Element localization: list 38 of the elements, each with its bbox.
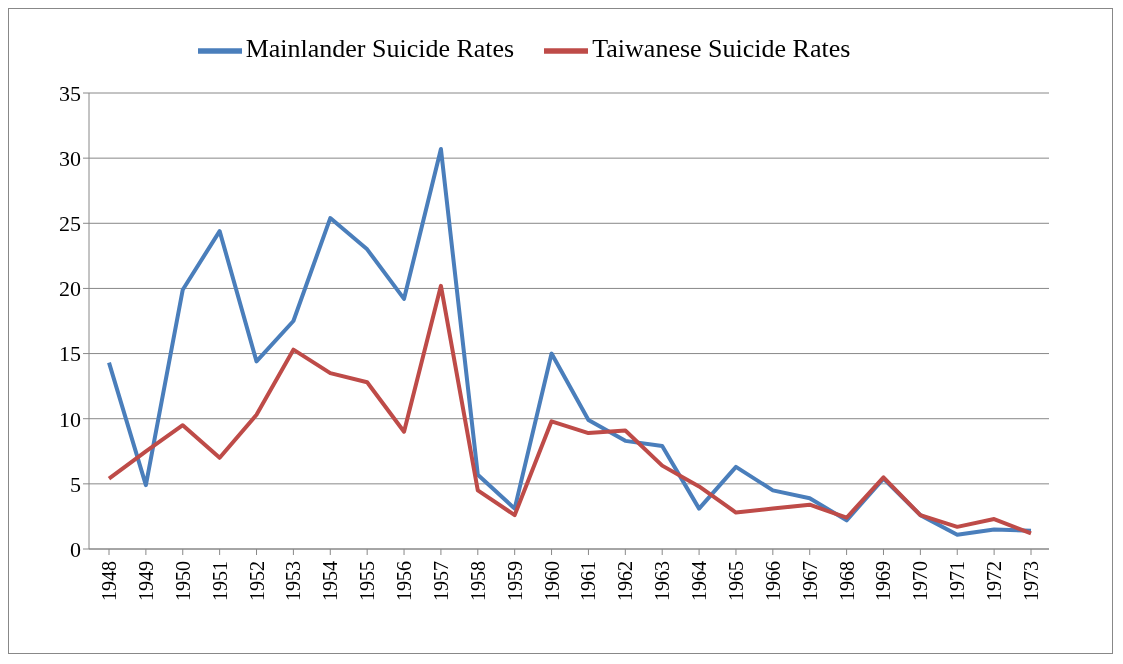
x-tick-label: 1954 <box>319 561 342 601</box>
x-tick-label: 1948 <box>98 561 120 601</box>
x-tick-label: 1968 <box>835 561 858 601</box>
legend-label: Mainlander Suicide Rates <box>245 33 515 63</box>
x-tick-label: 1970 <box>909 561 932 601</box>
x-tick-label: 1973 <box>1020 561 1042 601</box>
x-tick-label: 1960 <box>540 561 563 601</box>
y-tick-label: 25 <box>59 211 81 237</box>
x-tick-label: 1964 <box>688 561 711 601</box>
y-tick-label: 10 <box>59 406 81 432</box>
x-tick-label: 1962 <box>614 561 637 601</box>
y-tick-label: 15 <box>59 341 81 367</box>
x-tick-label: 1966 <box>761 561 784 601</box>
y-tick-label: 35 <box>59 80 81 106</box>
x-tick-label: 1957 <box>429 561 452 601</box>
x-tick-label: 1969 <box>872 561 895 601</box>
y-tick-label: 20 <box>59 276 81 302</box>
x-tick-label: 1952 <box>245 561 268 601</box>
x-tick-label: 1967 <box>798 561 821 601</box>
x-tick-label: 1972 <box>983 561 1006 601</box>
x-tick-label: 1955 <box>356 561 379 601</box>
x-tick-label: 1965 <box>724 561 747 601</box>
x-tick-label: 1950 <box>171 561 194 601</box>
line-series <box>107 147 1033 537</box>
x-tick-label: 1949 <box>134 561 157 601</box>
x-tick-label: 1958 <box>466 561 489 601</box>
x-tick-label: 1953 <box>282 561 305 601</box>
y-tick-label: 0 <box>70 536 81 562</box>
x-tick-label: 1956 <box>393 561 416 601</box>
y-tick-label: 30 <box>59 145 81 171</box>
x-tick-label: 1959 <box>503 561 526 601</box>
x-tick-label: 1951 <box>208 561 231 601</box>
x-tick-label: 1963 <box>651 561 674 601</box>
y-tick-label: 5 <box>70 471 81 497</box>
x-tick-label: 1971 <box>946 561 969 601</box>
line-series <box>107 283 1033 536</box>
x-tick-label: 1961 <box>577 561 600 601</box>
legend-label: Taiwanese Suicide Rates <box>592 33 851 63</box>
